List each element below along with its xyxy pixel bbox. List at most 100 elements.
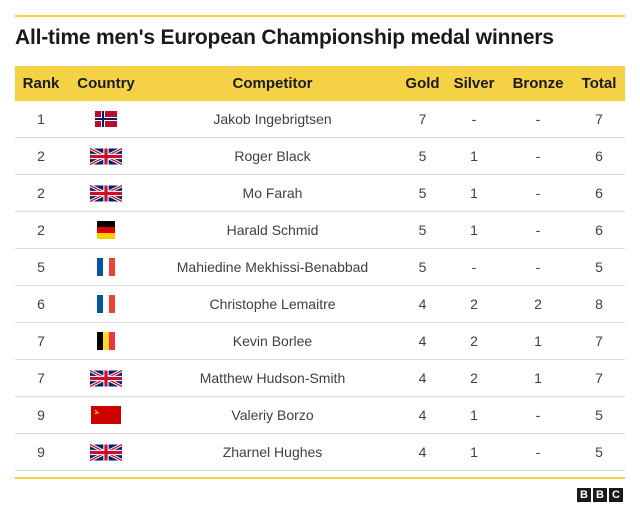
total: 5 <box>573 433 625 471</box>
rank: 5 <box>15 248 67 286</box>
total: 5 <box>573 396 625 434</box>
flag <box>90 148 122 165</box>
logo-letter: B <box>577 488 591 502</box>
total: 7 <box>573 101 625 138</box>
rank: 6 <box>15 285 67 323</box>
gold: 4 <box>400 396 445 434</box>
table-row: 1 Jakob Ingebrigtsen 7- -7 <box>15 101 625 138</box>
bronze: - <box>503 248 573 286</box>
table-row: 9 Valeriy Borzo 4 1-5 <box>15 396 625 434</box>
country <box>67 285 145 323</box>
silver: - <box>445 101 503 138</box>
country <box>67 396 145 434</box>
flag <box>90 185 122 202</box>
column-header: Rank <box>15 66 67 101</box>
competitor: Jakob Ingebrigtsen <box>145 101 400 138</box>
bbc-logo: B B C <box>577 488 623 502</box>
table-row: 7 Matthew Hudson-Smith 4 2 1 7 <box>15 359 625 397</box>
table-row: 2 Mo Farah 5 1-6 <box>15 174 625 212</box>
silver: 1 <box>445 396 503 434</box>
flag <box>95 111 117 127</box>
gold: 4 <box>400 359 445 397</box>
flag <box>91 406 121 424</box>
flag <box>97 295 115 313</box>
total: 6 <box>573 174 625 212</box>
header-row: Rank Country Competitor Gold Silver Bron… <box>15 66 625 101</box>
competitor: Harald Schmid <box>145 211 400 249</box>
flag <box>90 444 122 461</box>
gold: 4 <box>400 433 445 471</box>
competitor: Christophe Lemaitre <box>145 285 400 323</box>
silver: 1 <box>445 211 503 249</box>
table-row: 2 Harald Schmid 5 1-6 <box>15 211 625 249</box>
silver: 1 <box>445 174 503 212</box>
competitor: Kevin Borlee <box>145 322 400 360</box>
competitor: Roger Black <box>145 137 400 175</box>
country <box>67 211 145 249</box>
bronze: - <box>503 137 573 175</box>
gold: 5 <box>400 211 445 249</box>
gold: 5 <box>400 137 445 175</box>
gold: 4 <box>400 285 445 323</box>
bronze: - <box>503 433 573 471</box>
total: 6 <box>573 211 625 249</box>
country <box>67 322 145 360</box>
rank: 9 <box>15 433 67 471</box>
bronze: - <box>503 174 573 212</box>
flag <box>97 221 115 239</box>
table-row: 5 Mahiedine Mekhissi-Benabbad 5- -5 <box>15 248 625 286</box>
bottom-rule <box>15 477 625 479</box>
logo-letter: B <box>593 488 607 502</box>
total: 5 <box>573 248 625 286</box>
column-header: Silver <box>445 66 503 101</box>
silver: 1 <box>445 137 503 175</box>
total: 8 <box>573 285 625 323</box>
gold: 5 <box>400 248 445 286</box>
silver: 1 <box>445 433 503 471</box>
bronze: 2 <box>503 285 573 323</box>
gold: 4 <box>400 322 445 360</box>
silver: 2 <box>445 285 503 323</box>
country <box>67 359 145 397</box>
country <box>67 101 145 138</box>
country <box>67 174 145 212</box>
flag <box>97 258 115 276</box>
table-row: 6 Christophe Lemaitre 4 2 2 8 <box>15 285 625 323</box>
gold: 7 <box>400 101 445 138</box>
column-header: Bronze <box>503 66 573 101</box>
competitor: Matthew Hudson-Smith <box>145 359 400 397</box>
column-header: Country <box>67 66 145 101</box>
bronze: - <box>503 101 573 138</box>
flag <box>97 332 115 350</box>
silver: 2 <box>445 359 503 397</box>
competitor: Zharnel Hughes <box>145 433 400 471</box>
competitor: Valeriy Borzo <box>145 396 400 434</box>
rank: 7 <box>15 359 67 397</box>
gold: 5 <box>400 174 445 212</box>
flag <box>90 370 122 387</box>
total: 7 <box>573 322 625 360</box>
column-header: Competitor <box>145 66 400 101</box>
total: 6 <box>573 137 625 175</box>
total: 7 <box>573 359 625 397</box>
silver: - <box>445 248 503 286</box>
logo-letter: C <box>609 488 623 502</box>
title: All-time men's European Championship med… <box>15 26 554 49</box>
competitor: Mo Farah <box>145 174 400 212</box>
table-row: 9 Zharnel Hughes 4 1-5 <box>15 433 625 471</box>
silver: 2 <box>445 322 503 360</box>
rank: 7 <box>15 322 67 360</box>
bronze: - <box>503 211 573 249</box>
column-header: Total <box>573 66 625 101</box>
country <box>67 137 145 175</box>
rank: 1 <box>15 101 67 138</box>
top-rule <box>15 15 625 17</box>
rank: 2 <box>15 137 67 175</box>
table-row: 2 Roger Black 5 1-6 <box>15 137 625 175</box>
column-header: Gold <box>400 66 445 101</box>
rank: 9 <box>15 396 67 434</box>
rank: 2 <box>15 174 67 212</box>
bronze: 1 <box>503 359 573 397</box>
bronze: - <box>503 396 573 434</box>
medal-table: Rank Country Competitor Gold Silver Bron… <box>15 66 625 471</box>
